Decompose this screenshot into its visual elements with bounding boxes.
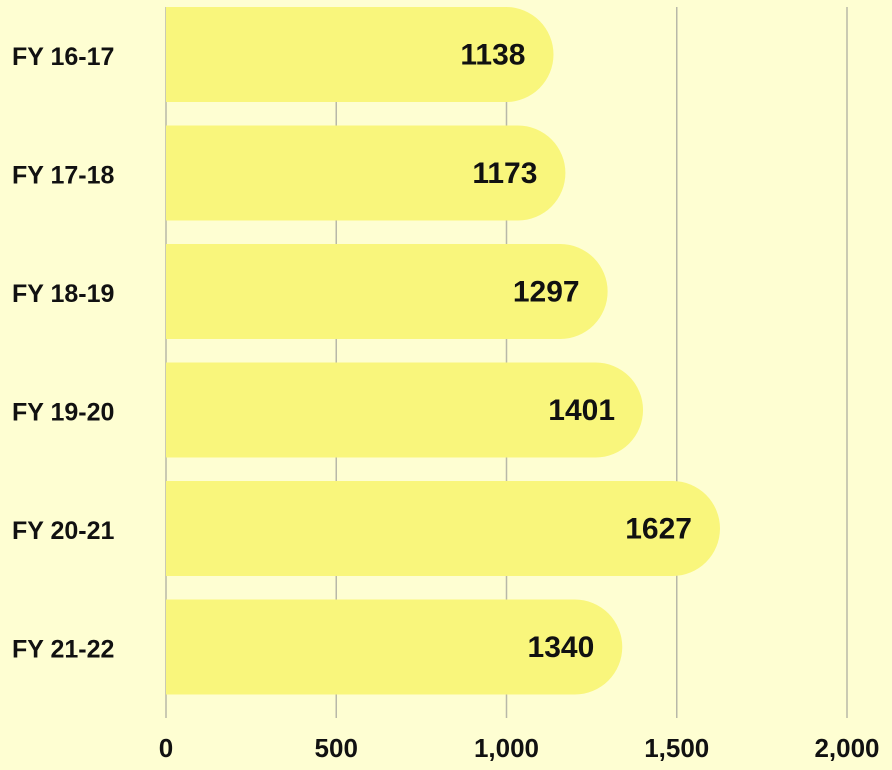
bar	[166, 244, 608, 339]
y-tick-label: FY 16-17	[12, 43, 114, 71]
y-tick-label: FY 19-20	[12, 399, 114, 427]
y-tick-label: FY 21-22	[12, 636, 114, 664]
bar	[166, 599, 623, 695]
x-tick-label: 1,500	[644, 733, 709, 763]
value-label: 1627	[625, 512, 692, 545]
x-tick-label: 500	[315, 733, 358, 763]
x-tick-label: 1,000	[474, 733, 539, 763]
bar	[166, 481, 720, 576]
x-tick-label: 2,000	[814, 733, 879, 763]
value-label: 1340	[528, 631, 595, 664]
x-tick-label: 0	[159, 733, 173, 763]
value-label: 1173	[472, 157, 537, 190]
bar	[166, 362, 644, 458]
y-tick-label: FY 17-18	[12, 162, 114, 190]
bar	[166, 7, 554, 102]
y-tick-label: FY 18-19	[12, 280, 114, 308]
y-tick-label: FY 20-21	[12, 517, 114, 545]
value-label: 1138	[460, 38, 525, 71]
bar	[166, 125, 566, 221]
value-label: 1401	[548, 394, 615, 427]
value-label: 1297	[513, 275, 580, 308]
